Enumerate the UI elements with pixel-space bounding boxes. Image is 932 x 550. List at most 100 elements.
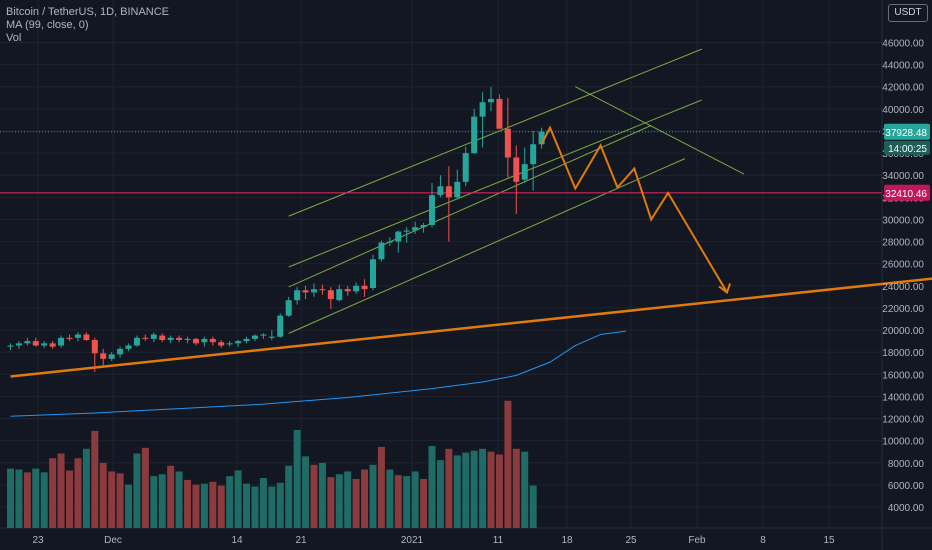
- price-tick-label: 14000.00: [882, 392, 924, 403]
- candle-body: [420, 224, 427, 228]
- channel-line-lower: [288, 158, 686, 334]
- symbol-title[interactable]: Bitcoin / TetherUS, 1D, BINANCE: [6, 6, 170, 18]
- price-tick-label: 40000.00: [882, 105, 924, 116]
- candle-body: [277, 315, 284, 337]
- candle-body: [159, 335, 166, 341]
- candle-body: [226, 343, 233, 345]
- candle-body: [412, 227, 419, 231]
- volume-bar: [479, 448, 487, 528]
- countdown-badge-label: 14:00:25: [888, 144, 927, 155]
- price-tick-label: 18000.00: [882, 348, 924, 359]
- ma-99-line: [10, 330, 626, 417]
- time-tick-label: 8: [760, 535, 766, 546]
- volume-bar: [125, 484, 133, 528]
- level-price-badge-label: 32410.46: [885, 189, 927, 200]
- candle-body: [243, 338, 250, 342]
- volume-bar: [200, 483, 208, 528]
- time-tick-label: 25: [625, 535, 637, 546]
- volume-bar: [335, 474, 343, 528]
- candle-body: [538, 131, 545, 145]
- candle-body: [74, 334, 81, 338]
- candle-body: [361, 285, 368, 290]
- volume-bar: [175, 471, 183, 528]
- volume-bar: [133, 453, 141, 528]
- candle-body: [437, 186, 444, 196]
- time-tick-label: 18: [561, 535, 573, 546]
- candle-body: [83, 334, 90, 341]
- volume-bar: [82, 448, 90, 528]
- candle-body: [378, 242, 385, 260]
- volume-bar: [150, 476, 158, 528]
- candle-body: [429, 195, 435, 225]
- time-tick-label: 23: [32, 535, 44, 546]
- candle-body: [454, 181, 461, 198]
- projection-path: [540, 125, 728, 293]
- volume-bar: [99, 462, 107, 528]
- candle-body: [24, 341, 31, 344]
- candle-body: [462, 153, 469, 182]
- channel-line-inner: [288, 124, 652, 288]
- volume-bar: [285, 465, 293, 528]
- volume-bar: [66, 470, 74, 528]
- level-price-badge: [884, 184, 930, 201]
- time-tick-label: 14: [231, 535, 243, 546]
- volume-bar: [184, 479, 192, 528]
- candle-body: [395, 231, 402, 242]
- time-tick-label: 21: [295, 535, 307, 546]
- volume-bar: [512, 448, 520, 528]
- volume-bars: [7, 400, 537, 528]
- volume-bar: [436, 460, 444, 528]
- countdown-badge: [884, 140, 930, 155]
- ma-indicator-label[interactable]: MA (99, close, 0): [6, 19, 89, 31]
- volume-bar: [40, 472, 48, 528]
- volume-bar: [445, 448, 453, 528]
- candle-body: [49, 343, 56, 347]
- candle-body: [100, 353, 107, 359]
- price-tick-label: 20000.00: [882, 326, 924, 337]
- volume-indicator-label[interactable]: Vol: [6, 32, 22, 44]
- volume-bar: [108, 471, 116, 528]
- candle-body: [235, 341, 242, 344]
- candle-body: [184, 338, 191, 341]
- price-tick-label: 4000.00: [888, 503, 925, 514]
- channel-line-resistance: [575, 86, 745, 175]
- volume-bar: [386, 469, 394, 528]
- current-price-badge: [884, 123, 930, 140]
- currency-badge[interactable]: USDT: [888, 4, 928, 22]
- volume-bar: [74, 458, 82, 528]
- time-axis: 23 Dec 14 21 2021 11 18 25 Feb 8 15: [32, 535, 835, 546]
- volume-bar: [243, 483, 251, 528]
- candle-body: [201, 338, 208, 343]
- candle-body: [369, 259, 376, 289]
- candle-body: [285, 300, 292, 316]
- volume-bar: [209, 481, 217, 528]
- time-tick-label: Feb: [688, 535, 706, 546]
- drawings: [0, 48, 932, 378]
- candle-body: [66, 337, 73, 339]
- volume-bar: [217, 485, 225, 528]
- moving-average: [10, 330, 626, 417]
- price-tick-label: 30000.00: [882, 215, 924, 226]
- volume-bar: [453, 455, 461, 528]
- chart-legend: Bitcoin / TetherUS, 1D, BINANCE MA (99, …: [6, 6, 169, 45]
- candle-body: [32, 341, 39, 346]
- candle-body: [108, 354, 115, 359]
- candle-body: [58, 337, 65, 346]
- volume-bar: [352, 478, 360, 528]
- candle-body: [386, 241, 393, 243]
- projection-arrow-head: [718, 283, 731, 295]
- volume-bar: [251, 486, 259, 528]
- candle-body: [260, 334, 267, 336]
- volume-bar: [369, 464, 377, 528]
- price-tick-label: 34000.00: [882, 171, 924, 182]
- candle-body: [218, 342, 225, 346]
- volume-bar: [23, 472, 31, 528]
- time-tick-label: Dec: [104, 535, 122, 546]
- volume-bar: [327, 477, 335, 528]
- volume-bar: [7, 468, 14, 528]
- volume-bar: [167, 465, 175, 528]
- volume-bar: [141, 447, 149, 528]
- channel-line-upper: [288, 48, 702, 217]
- price-tick-label: 16000.00: [882, 370, 924, 381]
